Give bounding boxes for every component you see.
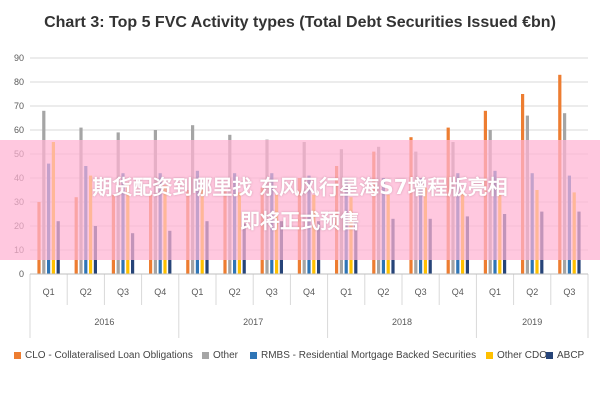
legend-item: CLO - Collateralised Loan Obligations — [14, 350, 193, 361]
x-tick-label: Q1 — [43, 287, 55, 297]
legend-label: Other — [213, 350, 239, 361]
legend-label: Other CDO — [497, 350, 548, 361]
x-tick-label: Q1 — [191, 287, 203, 297]
legend-item: ABCP — [546, 350, 584, 361]
x-tick-label: Q3 — [415, 287, 427, 297]
x-tick-label: Q3 — [563, 287, 575, 297]
x-tick-label: Q1 — [340, 287, 352, 297]
x-tick-label: Q2 — [377, 287, 389, 297]
chart-title: Chart 3: Top 5 FVC Activity types (Total… — [44, 14, 556, 31]
overlay-line-1: 期货配资到哪里找 东风风行星海S7增程版亮相 — [92, 175, 508, 199]
x-tick-label: Q2 — [526, 287, 538, 297]
legend-swatch — [486, 352, 493, 359]
y-tick-label: 70 — [14, 101, 24, 111]
legend-item: RMBS - Residential Mortgage Backed Secur… — [250, 350, 476, 361]
group-label: 2018 — [392, 317, 412, 327]
y-tick-label: 80 — [14, 77, 24, 87]
legend-swatch — [250, 352, 257, 359]
x-tick-label: Q3 — [266, 287, 278, 297]
y-tick-label: 90 — [14, 53, 24, 63]
x-tick-label: Q4 — [452, 287, 464, 297]
legend-swatch — [546, 352, 553, 359]
x-tick-label: Q4 — [303, 287, 315, 297]
x-tick-label: Q1 — [489, 287, 501, 297]
legend-label: CLO - Collateralised Loan Obligations — [25, 350, 193, 361]
chart-legend: CLO - Collateralised Loan Obligations Oth… — [14, 350, 594, 370]
legend-swatch — [14, 352, 21, 359]
overlay-banner-text: 期货配资到哪里找 东风风行星海S7增程版亮相 即将正式预售 — [0, 170, 600, 238]
group-label: 2019 — [522, 317, 542, 327]
legend-swatch — [202, 352, 209, 359]
legend-label: ABCP — [557, 350, 585, 361]
group-label: 2017 — [243, 317, 263, 327]
overlay-banner — [0, 140, 600, 260]
x-tick-label: Q3 — [117, 287, 129, 297]
overlay-line-2: 即将正式预售 — [240, 209, 360, 233]
x-tick-label: Q4 — [154, 287, 166, 297]
group-label: 2016 — [94, 317, 114, 327]
y-tick-label: 0 — [19, 269, 24, 279]
legend-item: Other — [202, 350, 238, 361]
legend-label: RMBS - Residential Mortgage Backed Secur… — [261, 350, 477, 361]
x-tick-label: Q2 — [80, 287, 92, 297]
x-tick-label: Q2 — [229, 287, 241, 297]
y-tick-label: 60 — [14, 125, 24, 135]
legend-item: Other CDO — [486, 350, 547, 361]
